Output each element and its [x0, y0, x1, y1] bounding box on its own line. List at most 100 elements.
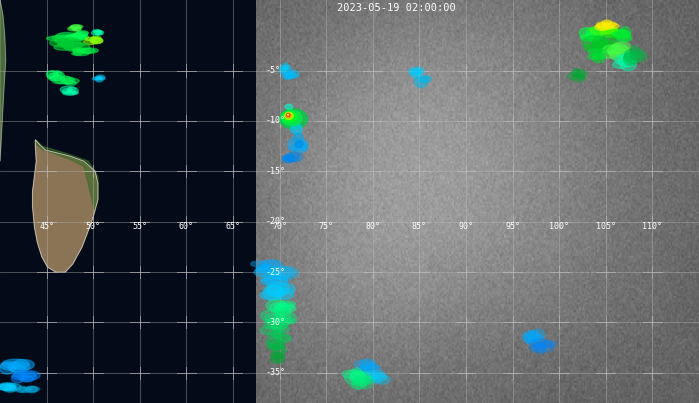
Ellipse shape — [580, 34, 596, 41]
Ellipse shape — [286, 71, 294, 77]
Ellipse shape — [612, 61, 628, 68]
Ellipse shape — [275, 303, 294, 310]
Ellipse shape — [56, 35, 78, 41]
Ellipse shape — [359, 372, 370, 383]
Ellipse shape — [265, 318, 292, 325]
Ellipse shape — [260, 310, 284, 322]
Ellipse shape — [92, 77, 99, 80]
Ellipse shape — [280, 109, 308, 129]
Text: 85°: 85° — [412, 222, 427, 231]
Ellipse shape — [67, 87, 75, 93]
Ellipse shape — [282, 156, 297, 161]
Ellipse shape — [351, 371, 365, 380]
Ellipse shape — [98, 31, 103, 34]
Text: -15°: -15° — [266, 167, 286, 176]
Polygon shape — [33, 140, 98, 272]
Ellipse shape — [611, 32, 621, 38]
Ellipse shape — [274, 354, 285, 361]
Ellipse shape — [619, 27, 630, 38]
Ellipse shape — [283, 63, 289, 70]
Ellipse shape — [422, 76, 432, 82]
Ellipse shape — [267, 283, 289, 296]
Ellipse shape — [414, 77, 428, 87]
Ellipse shape — [22, 371, 40, 380]
Ellipse shape — [611, 44, 627, 54]
Ellipse shape — [13, 371, 36, 378]
Text: -5°: -5° — [266, 66, 280, 75]
Ellipse shape — [50, 39, 73, 47]
Ellipse shape — [280, 69, 285, 74]
Ellipse shape — [71, 25, 81, 29]
Ellipse shape — [65, 81, 77, 85]
Ellipse shape — [416, 80, 426, 88]
Ellipse shape — [596, 23, 614, 29]
Ellipse shape — [267, 331, 282, 339]
Ellipse shape — [354, 360, 370, 370]
Ellipse shape — [283, 154, 294, 159]
Ellipse shape — [524, 331, 541, 343]
Ellipse shape — [592, 54, 605, 60]
Ellipse shape — [265, 314, 285, 322]
Ellipse shape — [345, 370, 365, 385]
Ellipse shape — [586, 31, 603, 39]
Ellipse shape — [61, 77, 75, 84]
Text: 45°: 45° — [39, 222, 54, 231]
Ellipse shape — [98, 77, 103, 79]
Ellipse shape — [64, 43, 89, 52]
Ellipse shape — [3, 386, 17, 392]
Ellipse shape — [96, 78, 103, 82]
Ellipse shape — [280, 66, 288, 71]
Ellipse shape — [354, 378, 367, 386]
Ellipse shape — [55, 37, 73, 44]
Text: -35°: -35° — [266, 368, 286, 377]
Ellipse shape — [620, 59, 637, 71]
Text: 75°: 75° — [319, 222, 333, 231]
Ellipse shape — [355, 375, 370, 386]
Ellipse shape — [288, 139, 301, 150]
Ellipse shape — [351, 368, 363, 382]
Ellipse shape — [73, 35, 89, 39]
Ellipse shape — [260, 277, 289, 286]
Ellipse shape — [46, 71, 58, 79]
Ellipse shape — [623, 52, 637, 60]
Text: 90°: 90° — [459, 222, 473, 231]
Ellipse shape — [266, 287, 284, 297]
Ellipse shape — [619, 55, 636, 67]
Ellipse shape — [283, 112, 297, 122]
Ellipse shape — [273, 346, 286, 353]
Ellipse shape — [8, 361, 30, 372]
Ellipse shape — [271, 352, 282, 359]
Ellipse shape — [542, 341, 556, 347]
Ellipse shape — [621, 54, 634, 64]
Ellipse shape — [630, 46, 640, 54]
Ellipse shape — [0, 382, 16, 391]
Ellipse shape — [600, 51, 620, 58]
Ellipse shape — [91, 36, 101, 42]
Ellipse shape — [83, 40, 97, 45]
Text: 80°: 80° — [366, 222, 380, 231]
Ellipse shape — [271, 324, 286, 330]
Ellipse shape — [255, 267, 275, 273]
Ellipse shape — [94, 31, 102, 35]
Ellipse shape — [530, 329, 545, 340]
Ellipse shape — [275, 335, 291, 343]
Ellipse shape — [264, 273, 288, 287]
Ellipse shape — [617, 35, 632, 42]
Ellipse shape — [93, 30, 100, 32]
Ellipse shape — [589, 35, 600, 42]
Ellipse shape — [74, 26, 82, 31]
Ellipse shape — [360, 359, 375, 368]
Ellipse shape — [411, 70, 421, 79]
Ellipse shape — [289, 145, 300, 152]
Ellipse shape — [94, 77, 101, 80]
Ellipse shape — [529, 345, 546, 351]
Ellipse shape — [296, 144, 307, 153]
Ellipse shape — [280, 284, 295, 294]
Ellipse shape — [278, 301, 296, 307]
Ellipse shape — [613, 42, 630, 50]
Ellipse shape — [296, 141, 303, 147]
Ellipse shape — [266, 340, 284, 349]
Ellipse shape — [63, 79, 73, 84]
Ellipse shape — [263, 285, 283, 300]
Ellipse shape — [291, 124, 302, 134]
